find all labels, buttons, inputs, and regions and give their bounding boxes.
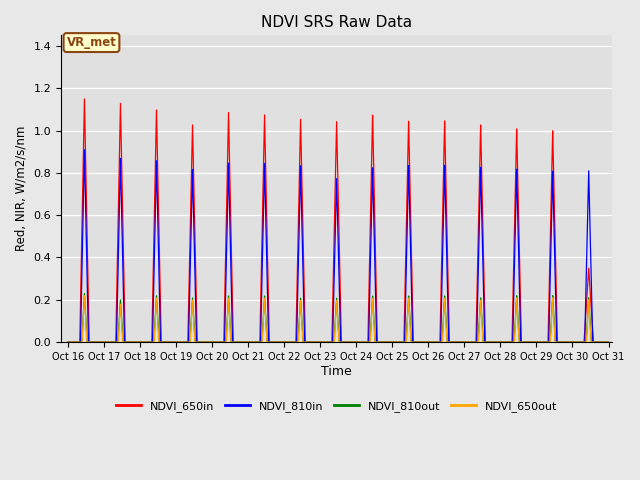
NDVI_810in (605, 339, 612, 345)
NDVI_810in (490, 339, 497, 345)
NDVI_650out (180, 339, 188, 345)
NDVI_650out (413, 339, 420, 345)
NDVI_810out (603, 339, 611, 345)
NDVI_810in (180, 339, 188, 345)
Line: NDVI_650in: NDVI_650in (68, 99, 609, 342)
NDVI_810out (180, 339, 188, 345)
NDVI_810out (65, 339, 72, 345)
NDVI_650in (605, 339, 612, 345)
NDVI_810in (81, 147, 88, 153)
NDVI_650out (65, 339, 72, 345)
NDVI_650in (180, 339, 188, 345)
NDVI_650in (81, 96, 88, 102)
Line: NDVI_810in: NDVI_810in (68, 150, 609, 342)
NDVI_650in (490, 339, 497, 345)
NDVI_650in (413, 339, 420, 345)
NDVI_650out (605, 339, 612, 345)
Y-axis label: Red, NIR, W/m2/s/nm: Red, NIR, W/m2/s/nm (15, 126, 28, 252)
NDVI_650in (65, 339, 72, 345)
NDVI_810out (267, 339, 275, 345)
NDVI_810out (174, 339, 182, 345)
NDVI_650in (267, 339, 275, 345)
X-axis label: Time: Time (321, 365, 352, 378)
NDVI_650out (603, 339, 611, 345)
NDVI_650out (81, 293, 88, 299)
NDVI_810in (413, 339, 420, 345)
Text: VR_met: VR_met (67, 36, 116, 49)
Line: NDVI_810out: NDVI_810out (68, 293, 609, 342)
NDVI_650in (174, 339, 182, 345)
NDVI_810in (174, 339, 182, 345)
Title: NDVI SRS Raw Data: NDVI SRS Raw Data (261, 15, 412, 30)
NDVI_810out (81, 290, 88, 296)
NDVI_810in (267, 339, 275, 345)
NDVI_810out (413, 339, 420, 345)
NDVI_650out (267, 339, 275, 345)
NDVI_810in (603, 339, 611, 345)
NDVI_650out (174, 339, 182, 345)
Line: NDVI_650out: NDVI_650out (68, 296, 609, 342)
NDVI_810out (490, 339, 497, 345)
Legend: NDVI_650in, NDVI_810in, NDVI_810out, NDVI_650out: NDVI_650in, NDVI_810in, NDVI_810out, NDV… (112, 397, 561, 417)
NDVI_650out (490, 339, 497, 345)
NDVI_810in (65, 339, 72, 345)
NDVI_810out (605, 339, 612, 345)
NDVI_650in (603, 339, 611, 345)
